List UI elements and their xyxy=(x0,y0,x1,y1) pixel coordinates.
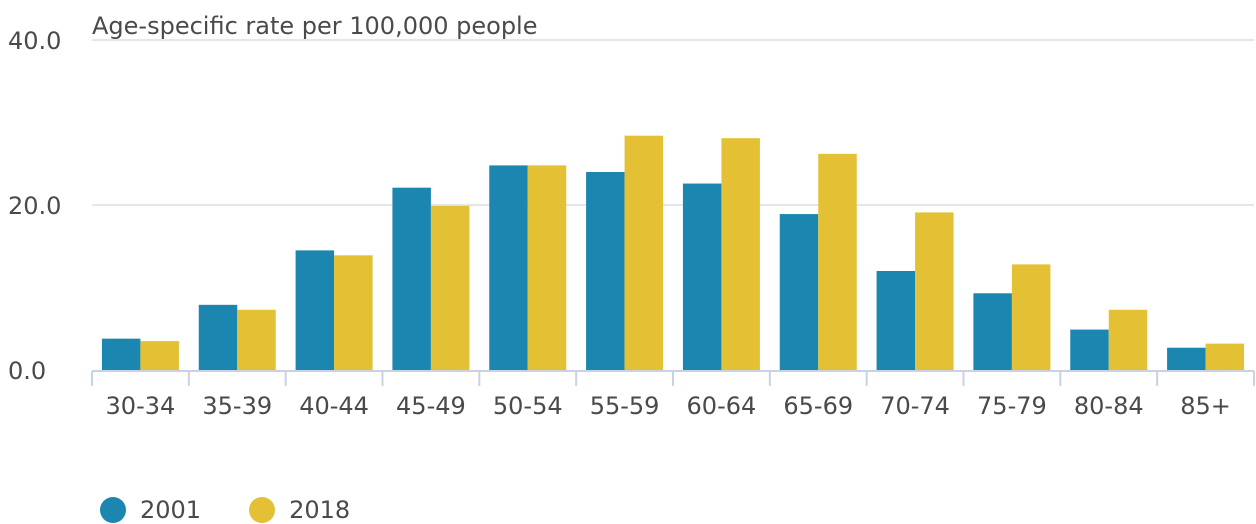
legend-swatch-2018 xyxy=(249,497,276,523)
bar-2018-50-54[interactable] xyxy=(527,165,567,370)
legend-label-2001: 2001 xyxy=(140,496,202,524)
bar-2018-35-39[interactable] xyxy=(237,309,276,370)
x-tick-label: 40-44 xyxy=(299,392,369,420)
legend-item-2001[interactable]: 2001 xyxy=(100,496,201,524)
bar-2001-55-59[interactable] xyxy=(586,172,625,370)
bar-2001-35-39[interactable] xyxy=(198,304,238,370)
x-tick-label: 65-69 xyxy=(783,392,853,420)
bar-2001-80-84[interactable] xyxy=(1070,329,1109,370)
bar-2001-60-64[interactable] xyxy=(682,183,722,370)
x-tick-label: 45-49 xyxy=(396,392,466,420)
legend-label-2018: 2018 xyxy=(289,496,351,524)
x-tick-label: 50-54 xyxy=(493,392,563,420)
x-tick-label: 70-74 xyxy=(880,392,950,420)
x-tick-label: 55-59 xyxy=(590,392,660,420)
bars xyxy=(101,135,1245,370)
legend-swatch-2001 xyxy=(100,497,126,523)
y-tick-label: 40.0 xyxy=(8,27,61,55)
y-axis-ticks: 0.0 20.0 40.0 xyxy=(8,27,61,385)
bar-2018-75-79[interactable] xyxy=(1011,264,1051,370)
bar-2018-80-84[interactable] xyxy=(1108,309,1148,370)
bar-2018-55-59[interactable] xyxy=(624,135,664,370)
bar-2001-40-44[interactable] xyxy=(295,250,335,370)
y-tick-label: 20.0 xyxy=(8,192,61,220)
bar-chart: 0.0 20.0 40.0 Age-specific rate per 100,00… xyxy=(8,12,1255,420)
y-tick-label: 0.0 xyxy=(8,357,46,385)
bar-2001-75-79[interactable] xyxy=(973,293,1012,370)
chart-title: Age-specific rate per 100,000 people xyxy=(92,12,538,40)
x-tick-label: 85+ xyxy=(1180,392,1231,420)
bar-2018-65-69[interactable] xyxy=(818,153,857,370)
bar-2001-45-49[interactable] xyxy=(392,187,431,370)
bar-2001-70-74[interactable] xyxy=(876,271,916,370)
bar-2001-85+[interactable] xyxy=(1167,347,1206,370)
x-tick-label: 80-84 xyxy=(1074,392,1144,420)
bar-2018-70-74[interactable] xyxy=(915,212,954,370)
x-tick-label: 60-64 xyxy=(687,392,757,420)
legend-item-2018[interactable]: 2018 xyxy=(249,496,350,524)
gridlines xyxy=(92,39,1254,206)
bar-2018-85+[interactable] xyxy=(1205,343,1245,370)
bar-2018-30-34[interactable] xyxy=(140,341,179,370)
x-tick-label: 35-39 xyxy=(202,392,272,420)
x-tick-label: 75-79 xyxy=(977,392,1047,420)
legend: 2001 2018 xyxy=(100,496,350,524)
x-axis: 30-34 35-39 40-44 45-49 50-54 55-59 60-64 65-69… xyxy=(91,370,1255,420)
x-tick-label: 30-34 xyxy=(106,392,176,420)
bar-2018-45-49[interactable] xyxy=(430,205,470,370)
bar-2001-50-54[interactable] xyxy=(489,165,528,370)
bar-2018-40-44[interactable] xyxy=(334,255,373,370)
bar-2001-65-69[interactable] xyxy=(779,214,819,370)
bar-2018-60-64[interactable] xyxy=(721,138,760,370)
bar-2001-30-34[interactable] xyxy=(101,338,141,370)
